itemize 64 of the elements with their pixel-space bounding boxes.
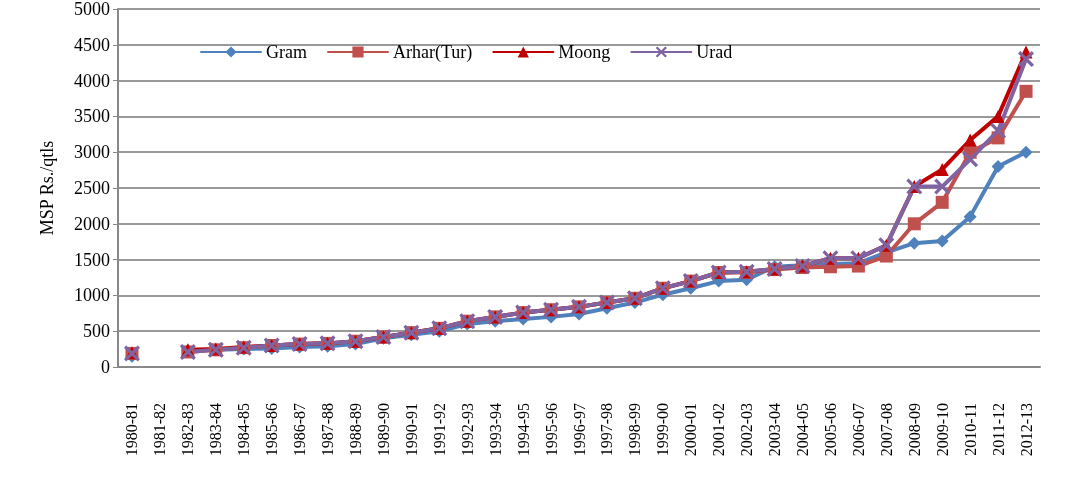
y-tick-label: 1000 <box>74 285 110 306</box>
x-tick-label: 1983-84 <box>207 403 225 457</box>
x-tick-label: 2003-04 <box>766 403 784 457</box>
y-tick-label: 1500 <box>74 249 110 270</box>
x-tick-label: 1998-99 <box>626 403 644 457</box>
y-tick-label: 500 <box>83 321 110 342</box>
y-tick-label: 2000 <box>74 213 110 234</box>
x-tick-label: 1990-91 <box>402 403 420 457</box>
point <box>934 178 951 195</box>
legend-label: Gram <box>266 42 307 62</box>
point <box>1018 51 1035 68</box>
point <box>991 160 1005 174</box>
x-tick-label: 2006-07 <box>849 403 867 457</box>
point <box>935 234 949 248</box>
x-tick-label: 1989-90 <box>374 403 392 457</box>
point <box>935 162 949 176</box>
x-tick-label: 1992-93 <box>458 403 476 457</box>
point <box>962 151 979 168</box>
y-tick-label: 3500 <box>74 106 110 127</box>
x-tick-label: 1987-88 <box>319 403 337 457</box>
x-tick-label: 2009-10 <box>933 403 951 457</box>
x-tick-label: 1981-82 <box>151 403 169 457</box>
point <box>907 236 921 250</box>
x-tick-label: 1980-81 <box>123 403 141 457</box>
x-tick-label: 1982-83 <box>179 403 197 457</box>
x-tick-label: 1984-85 <box>235 403 253 457</box>
x-tick-label: 1986-87 <box>291 403 309 457</box>
point <box>990 122 1007 139</box>
x-tick-label: 1995-96 <box>542 403 560 457</box>
y-axis-title: MSP Rs./qtls <box>37 140 57 236</box>
point <box>1019 84 1033 98</box>
x-tick-label: 1985-86 <box>263 403 281 457</box>
y-tick-label: 0 <box>101 357 110 377</box>
x-tick-label: 2008-09 <box>905 403 923 457</box>
y-tick-label: 5000 <box>74 0 110 19</box>
x-tick-label: 2000-01 <box>682 403 700 457</box>
legend-label: Arhar(Tur) <box>392 42 473 63</box>
x-tick-label: 1997-98 <box>598 403 616 457</box>
point <box>963 210 977 224</box>
x-tick-label: 1988-89 <box>346 403 364 457</box>
x-tick-label: 1996-97 <box>570 403 588 457</box>
x-tick-label: 2004-05 <box>794 403 812 457</box>
x-tick-label: 2012-13 <box>1017 403 1035 457</box>
y-tick-label: 4500 <box>74 34 110 55</box>
legend-label: Urad <box>696 42 733 62</box>
x-tick-label: 2011-12 <box>989 403 1007 456</box>
y-tick-label: 3000 <box>74 142 110 163</box>
x-tick-label: 1994-95 <box>514 403 532 457</box>
x-tick-label: 1993-94 <box>486 403 504 457</box>
y-tick-label: 2500 <box>74 178 110 198</box>
x-tick-label: 1999-00 <box>654 403 672 457</box>
x-tick-label: 2002-03 <box>738 403 756 457</box>
y-tick-label: 4000 <box>74 70 110 91</box>
point <box>1019 145 1033 159</box>
point <box>935 195 949 209</box>
x-tick-label: 2007-08 <box>877 403 895 457</box>
x-tick-label: 2010-11 <box>961 403 979 456</box>
x-tick-label: 2005-06 <box>821 403 839 457</box>
legend-label: Moong <box>558 42 611 62</box>
point <box>963 133 977 147</box>
point <box>907 217 921 231</box>
x-tick-label: 1991-92 <box>430 403 448 457</box>
point <box>991 109 1005 123</box>
x-tick-label: 2001-02 <box>710 403 728 457</box>
